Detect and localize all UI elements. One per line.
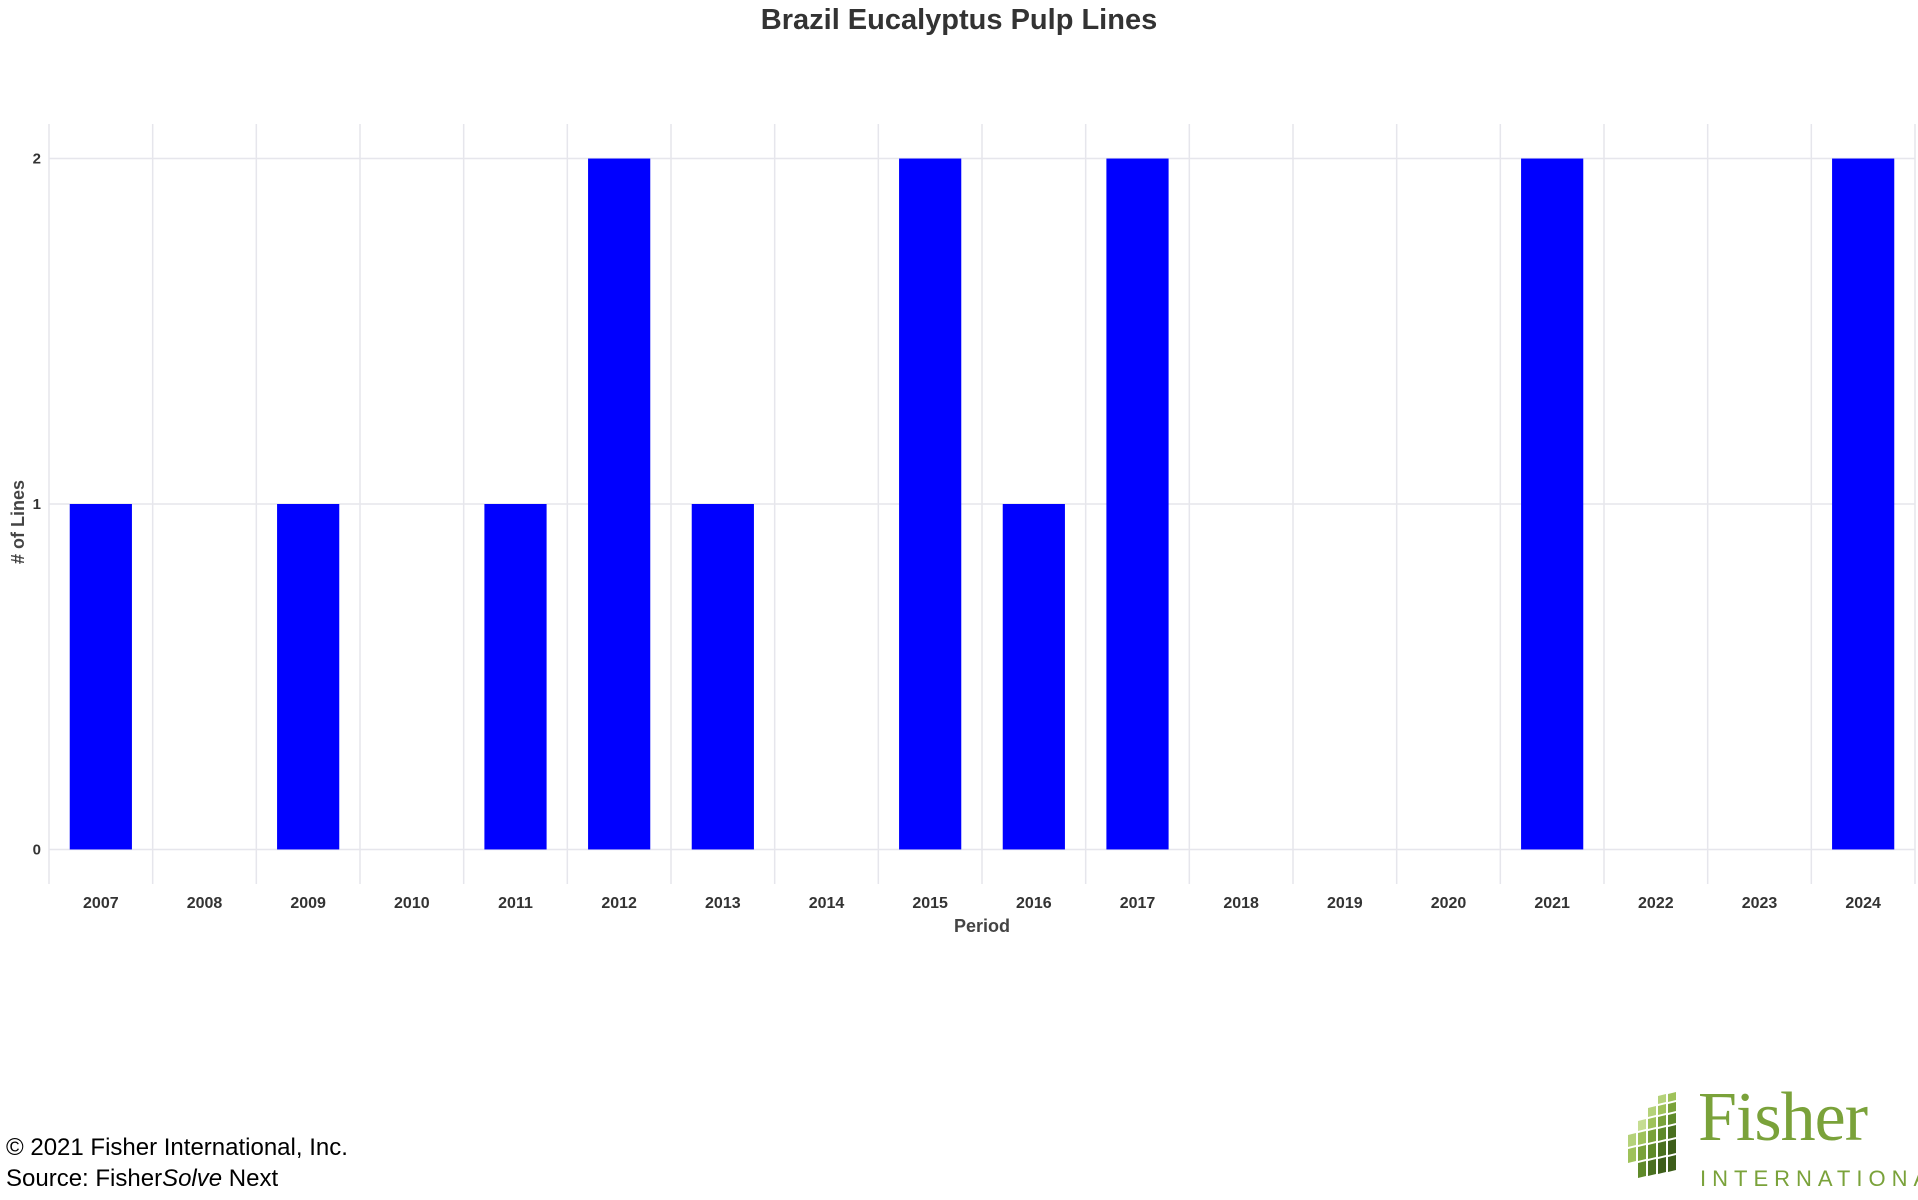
bar-series <box>69 158 1895 850</box>
logo-wordmark: Fisher <box>1698 1079 1868 1156</box>
x-tick-label: 2013 <box>705 895 741 912</box>
source-italic: Solve <box>162 1165 223 1192</box>
source-prefix: Source: Fisher <box>6 1165 163 1192</box>
x-tick-label: 2021 <box>1534 895 1570 912</box>
x-tick-label: 2019 <box>1327 895 1363 912</box>
x-tick-labels: 2007 2008 2009 2010 2011 2012 2013 2014 2015 2016… <box>83 895 1881 912</box>
bar-2015 <box>899 158 962 850</box>
logo-blocks-icon <box>1628 1092 1676 1178</box>
x-tick-label: 2023 <box>1742 895 1778 912</box>
x-tick-label: 2011 <box>498 895 533 912</box>
bar-2011 <box>484 504 547 850</box>
x-tick-label: 2014 <box>809 895 845 912</box>
x-tick-label: 2012 <box>601 895 637 912</box>
x-tick-label: 2009 <box>290 895 326 912</box>
source-suffix: Next <box>222 1165 279 1192</box>
y-tick-label: 2 <box>33 151 41 168</box>
bar-2024 <box>1832 158 1895 850</box>
bar-2016 <box>1002 504 1065 850</box>
bar-2007 <box>69 504 132 850</box>
y-tick-label: 1 <box>33 496 41 513</box>
chart-title: Brazil Eucalyptus Pulp Lines <box>760 4 1158 36</box>
grid-lines <box>48 124 1916 884</box>
x-tick-label: 2018 <box>1223 895 1259 912</box>
bar-2013 <box>691 504 754 850</box>
bar-2021 <box>1521 158 1584 850</box>
bar-chart: 2007 2008 2009 2010 2011 2012 2013 2014 2015 2016… <box>8 124 1916 936</box>
x-tick-label: 2010 <box>394 895 430 912</box>
x-tick-label: 2015 <box>912 895 948 912</box>
copyright-text: © 2021 Fisher International, Inc. <box>6 1134 348 1161</box>
x-tick-label: 2022 <box>1638 895 1674 912</box>
source-text: Source: FisherSolve Next <box>6 1163 348 1194</box>
y-axis-title: # of Lines <box>8 480 28 564</box>
fisher-logo: Fisher INTERNATIONAL <box>1620 1079 1918 1195</box>
x-tick-label: 2020 <box>1431 895 1467 912</box>
x-axis-title: Period <box>954 916 1010 936</box>
bar-2012 <box>588 158 651 850</box>
bar-2017 <box>1106 158 1169 850</box>
bar-2009 <box>277 504 340 850</box>
logo-subtitle: INTERNATIONAL <box>1700 1166 1918 1191</box>
y-tick-label: 0 <box>33 841 41 858</box>
x-tick-label: 2024 <box>1845 895 1881 912</box>
x-tick-label: 2017 <box>1120 895 1156 912</box>
x-tick-label: 2008 <box>187 895 223 912</box>
x-tick-label: 2016 <box>1016 895 1052 912</box>
footer: © 2021 Fisher International, Inc. Source… <box>6 1132 348 1194</box>
x-tick-label: 2007 <box>83 895 119 912</box>
y-tick-labels: 0 1 2 <box>33 151 41 859</box>
